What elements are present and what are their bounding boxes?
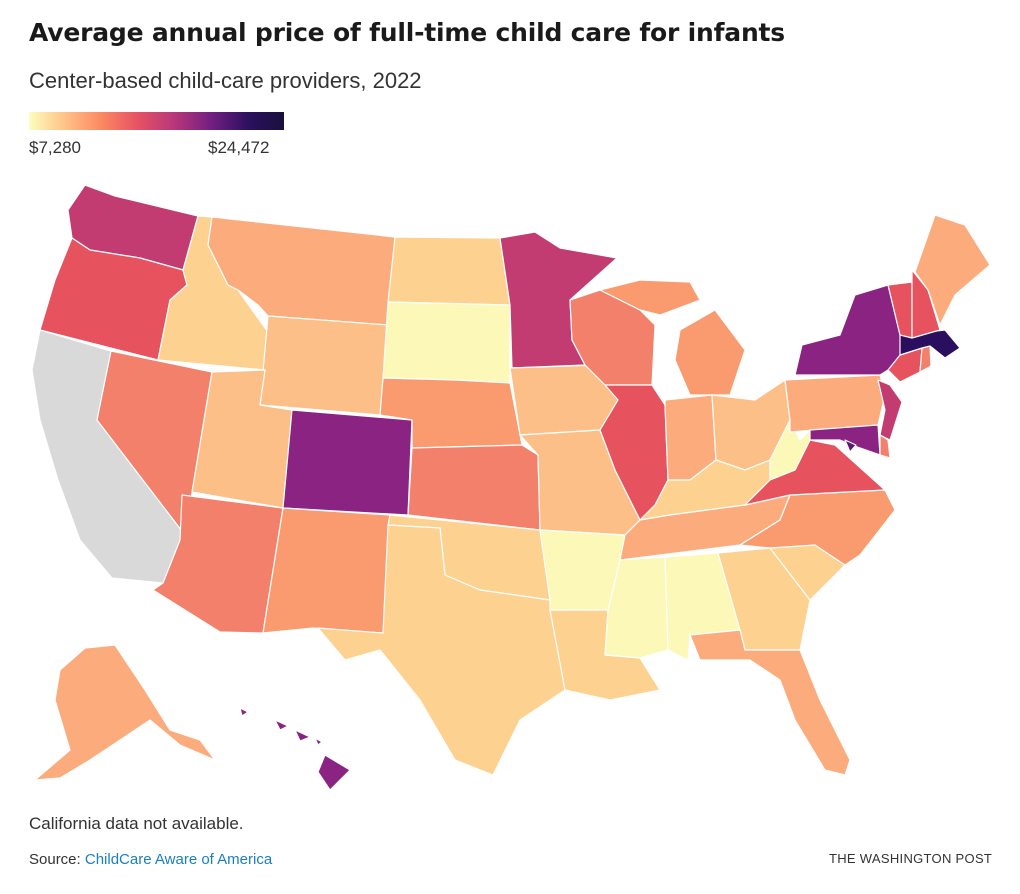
state-new-mexico[interactable]: [262, 507, 391, 634]
source-link[interactable]: ChildCare Aware of America: [84, 851, 273, 868]
source-prefix: Source:: [29, 851, 85, 868]
source-line: Source: ChildCare Aware of America: [29, 851, 272, 868]
state-new-york[interactable]: [794, 284, 906, 376]
state-new-jersey[interactable]: [877, 379, 903, 441]
state-alaska[interactable]: [34, 644, 216, 781]
legend-min-label: $7,280: [29, 138, 81, 157]
state-wyoming[interactable]: [259, 315, 389, 416]
state-pennsylvania[interactable]: [784, 374, 886, 433]
color-scale-legend: [29, 112, 284, 130]
state-texas[interactable]: [317, 524, 566, 776]
chart-title: Average annual price of full-time child …: [29, 18, 785, 47]
state-north-dakota[interactable]: [387, 236, 511, 306]
state-michigan[interactable]: [599, 279, 746, 396]
legend-max-label: $24,472: [208, 138, 270, 157]
state-south-dakota[interactable]: [382, 301, 511, 384]
state-north-carolina[interactable]: [739, 489, 896, 566]
state-hawaii[interactable]: [239, 707, 351, 791]
state-rhode-island[interactable]: [919, 345, 932, 373]
district-of-columbia[interactable]: [844, 439, 857, 453]
state-maine[interactable]: [914, 214, 991, 326]
publisher-credit: THE WASHINGTON POST: [829, 851, 993, 866]
state-florida[interactable]: [689, 629, 851, 776]
footnote: California data not available.: [29, 814, 244, 833]
state-colorado[interactable]: [282, 409, 413, 516]
chart-subtitle: Center-based child-care providers, 2022: [29, 68, 422, 93]
state-kansas[interactable]: [407, 444, 541, 531]
